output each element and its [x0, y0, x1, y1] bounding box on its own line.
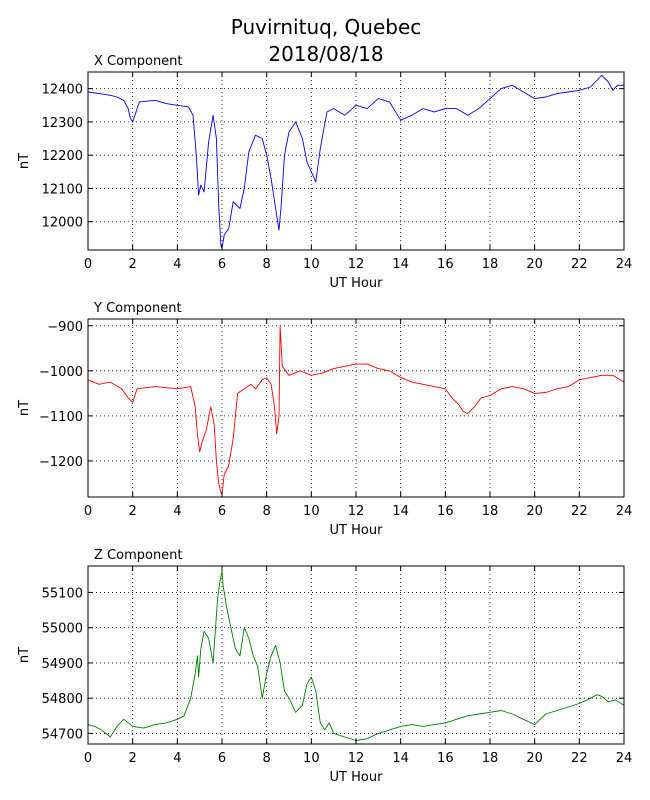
x-tick-label: 20 [526, 751, 543, 766]
figure-title-line2: 2018/08/18 [268, 42, 383, 66]
panel-title: Y Component [93, 301, 182, 316]
y-tick-label: 55100 [42, 586, 83, 601]
y-tick-label: 12300 [42, 116, 83, 131]
x-tick-label: 16 [437, 257, 454, 272]
y-tick-label: 55000 [42, 622, 83, 637]
x-tick-label: 0 [84, 257, 92, 272]
y-tick-label: −900 [47, 320, 83, 335]
y-tick-label: −1000 [39, 365, 83, 380]
x-tick-label: 0 [84, 504, 92, 519]
x-tick-label: 14 [392, 504, 409, 519]
x-tick-label: 22 [571, 257, 588, 272]
x-tick-label: 2 [129, 504, 137, 519]
x-tick-label: 24 [616, 257, 633, 272]
x-tick-label: 4 [173, 257, 181, 272]
x-tick-label: 10 [303, 751, 320, 766]
x-tick-label: 6 [218, 751, 226, 766]
y-axis-label: nT [17, 647, 32, 663]
x-tick-label: 18 [482, 257, 499, 272]
y-tick-label: −1200 [39, 455, 83, 470]
x-tick-label: 12 [348, 751, 365, 766]
panel-title: Z Component [94, 548, 183, 563]
x-tick-label: 16 [437, 504, 454, 519]
series-line [87, 74, 624, 249]
x-tick-label: 8 [263, 504, 271, 519]
x-tick-label: 18 [482, 504, 499, 519]
x-tick-label: 20 [526, 504, 543, 519]
series-line [87, 325, 625, 496]
x-tick-label: 16 [437, 751, 454, 766]
x-tick-label: 24 [616, 504, 633, 519]
x-axis-label: UT Hour [330, 523, 384, 538]
x-tick-label: 12 [348, 504, 365, 519]
series-line [87, 570, 625, 741]
x-tick-label: 10 [303, 257, 320, 272]
y-tick-label: 12100 [42, 182, 83, 197]
x-tick-label: 6 [218, 257, 226, 272]
figure-title-line1: Puvirnituq, Quebec [231, 15, 422, 39]
x-tick-label: 0 [84, 751, 92, 766]
y-tick-label: 54900 [42, 657, 83, 672]
x-tick-label: 24 [616, 751, 633, 766]
x-tick-label: 12 [348, 257, 365, 272]
x-tick-label: 20 [526, 257, 543, 272]
x-tick-label: 14 [392, 751, 409, 766]
x-tick-label: 22 [571, 504, 588, 519]
y-tick-label: 12400 [42, 83, 83, 98]
x-tick-label: 14 [392, 257, 409, 272]
x-tick-label: 4 [173, 751, 181, 766]
y-axis-label: nT [17, 400, 32, 416]
x-tick-label: 8 [263, 257, 271, 272]
y-tick-label: 54700 [42, 727, 83, 742]
panel-title: X Component [94, 54, 183, 69]
x-tick-label: 6 [218, 504, 226, 519]
x-tick-label: 4 [173, 504, 181, 519]
x-axis-label: UT Hour [330, 770, 384, 785]
y-tick-label: −1100 [39, 410, 83, 425]
y-tick-label: 12000 [42, 216, 83, 231]
x-tick-label: 2 [129, 751, 137, 766]
y-axis-label: nT [17, 153, 32, 169]
x-tick-label: 18 [482, 751, 499, 766]
x-tick-label: 10 [303, 504, 320, 519]
x-axis-label: UT Hour [330, 276, 384, 291]
x-tick-label: 2 [129, 257, 137, 272]
x-tick-label: 22 [571, 751, 588, 766]
x-tick-label: 8 [263, 751, 271, 766]
y-tick-label: 54800 [42, 692, 83, 707]
y-tick-label: 12200 [42, 149, 83, 164]
